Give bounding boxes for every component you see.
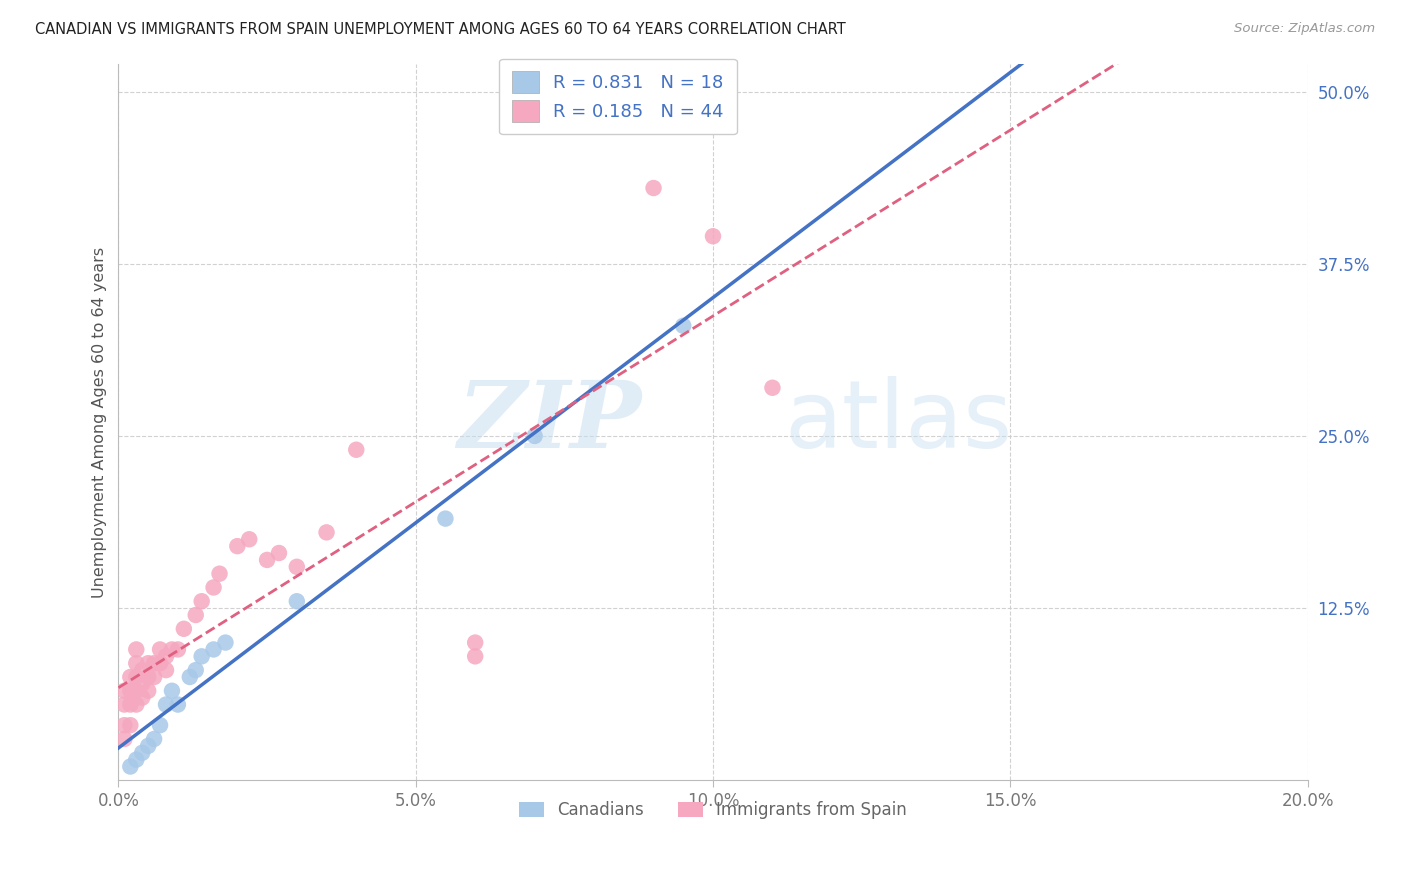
Point <box>190 594 212 608</box>
Point <box>208 566 231 581</box>
Point <box>125 753 148 767</box>
Text: Source: ZipAtlas.com: Source: ZipAtlas.com <box>1234 22 1375 36</box>
Point <box>149 718 172 732</box>
Point <box>125 670 148 684</box>
Y-axis label: Unemployment Among Ages 60 to 64 years: Unemployment Among Ages 60 to 64 years <box>93 246 107 598</box>
Point <box>120 759 142 773</box>
Point <box>160 642 183 657</box>
Point <box>136 739 159 753</box>
Point <box>155 649 177 664</box>
Point <box>120 718 142 732</box>
Text: ZIP: ZIP <box>457 377 641 467</box>
Point <box>112 698 135 712</box>
Point <box>523 429 546 443</box>
Point <box>112 683 135 698</box>
Point <box>643 181 665 195</box>
Point <box>344 442 367 457</box>
Point <box>136 683 159 698</box>
Point <box>464 635 486 649</box>
Point <box>464 649 486 664</box>
Point <box>285 559 308 574</box>
Point <box>672 318 695 333</box>
Point <box>143 731 166 746</box>
Point <box>226 539 249 553</box>
Point <box>173 622 195 636</box>
Point <box>434 511 457 525</box>
Point <box>167 642 190 657</box>
Point <box>131 746 153 760</box>
Point <box>202 642 225 657</box>
Point <box>136 670 159 684</box>
Point <box>190 649 212 664</box>
Point <box>184 663 207 677</box>
Point <box>179 670 201 684</box>
Point <box>149 642 172 657</box>
Point <box>131 677 153 691</box>
Point <box>125 698 148 712</box>
Point <box>256 553 278 567</box>
Point <box>131 663 153 677</box>
Point <box>202 581 225 595</box>
Point <box>155 663 177 677</box>
Point <box>160 683 183 698</box>
Point <box>315 525 337 540</box>
Point <box>120 670 142 684</box>
Point <box>131 690 153 705</box>
Point <box>184 607 207 622</box>
Point <box>112 718 135 732</box>
Point <box>120 698 142 712</box>
Point <box>702 229 724 244</box>
Point <box>125 683 148 698</box>
Point <box>149 657 172 671</box>
Point <box>112 731 135 746</box>
Point <box>125 642 148 657</box>
Point <box>167 698 190 712</box>
Point <box>136 657 159 671</box>
Point <box>238 533 260 547</box>
Point <box>214 635 236 649</box>
Point <box>125 657 148 671</box>
Point <box>143 657 166 671</box>
Text: CANADIAN VS IMMIGRANTS FROM SPAIN UNEMPLOYMENT AMONG AGES 60 TO 64 YEARS CORRELA: CANADIAN VS IMMIGRANTS FROM SPAIN UNEMPL… <box>35 22 846 37</box>
Point <box>120 683 142 698</box>
Point <box>143 670 166 684</box>
Point <box>761 381 783 395</box>
Legend: Canadians, Immigrants from Spain: Canadians, Immigrants from Spain <box>513 795 914 826</box>
Text: atlas: atlas <box>785 376 1012 468</box>
Point <box>155 698 177 712</box>
Point <box>285 594 308 608</box>
Point <box>267 546 290 560</box>
